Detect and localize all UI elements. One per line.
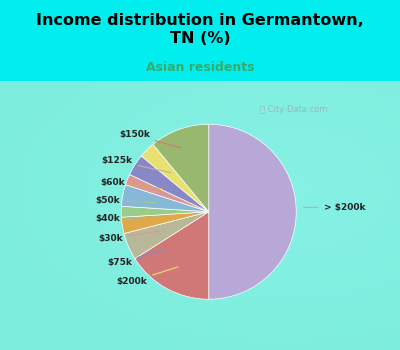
Wedge shape — [122, 212, 209, 233]
Text: Income distribution in Germantown,
TN (%): Income distribution in Germantown, TN (%… — [36, 13, 364, 46]
Wedge shape — [141, 144, 209, 212]
Wedge shape — [130, 156, 209, 212]
Wedge shape — [135, 212, 209, 299]
Text: $75k: $75k — [107, 249, 168, 267]
Wedge shape — [122, 185, 209, 212]
Text: $40k: $40k — [96, 214, 158, 223]
Text: $60k: $60k — [100, 177, 162, 189]
Wedge shape — [124, 212, 209, 259]
Text: $125k: $125k — [101, 156, 171, 173]
Text: $150k: $150k — [119, 130, 182, 148]
Wedge shape — [121, 206, 209, 217]
Wedge shape — [153, 124, 209, 212]
Text: $200k: $200k — [116, 267, 178, 286]
Text: > $200k: > $200k — [304, 203, 365, 212]
Text: Asian residents: Asian residents — [146, 61, 254, 74]
Wedge shape — [126, 175, 209, 212]
Text: $30k: $30k — [98, 231, 159, 243]
Text: ⓘ City-Data.com: ⓘ City-Data.com — [260, 105, 327, 114]
Wedge shape — [209, 124, 296, 299]
Text: $50k: $50k — [96, 196, 158, 205]
